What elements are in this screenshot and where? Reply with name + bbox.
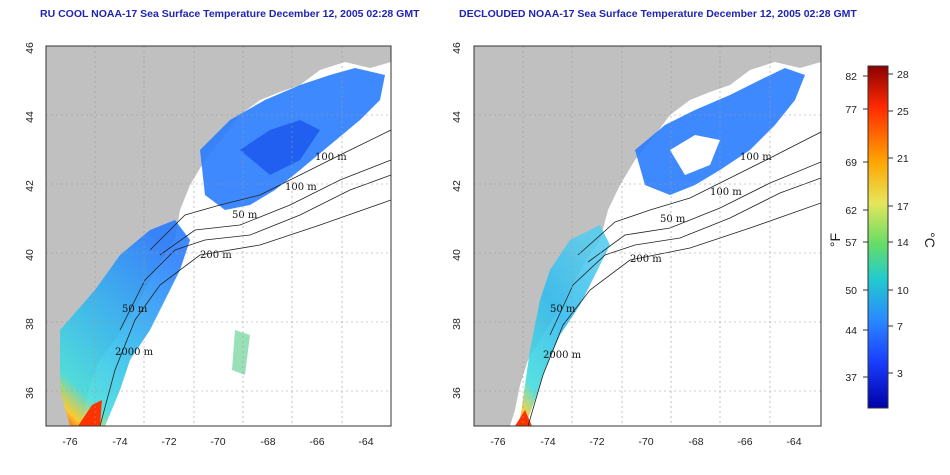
map-title-raw: RU COOL NOAA-17 Sea Surface Temperature … [40,8,420,20]
x-tick-label: -72 [161,436,176,448]
fahrenheit-tick: 44 [845,325,857,337]
y-tick-label: 40 [451,249,463,261]
contour-label: 50 m [550,304,576,315]
x-tick-label: -74 [112,436,127,448]
celsius-tick: 17 [897,201,909,213]
x-tick-label: -66 [737,436,752,448]
contour-label: 100 m [710,187,742,198]
shelf-water [60,220,190,426]
celsius-tick: 14 [897,237,909,249]
x-tick-label: -74 [540,436,555,448]
contour-label: 2000 m [115,347,154,358]
y-tick-label: 40 [24,249,36,261]
y-tick-label: 44 [24,111,36,123]
x-tick-label: -64 [358,436,373,448]
contour-label: 200 m [200,250,232,261]
x-tick-label: -76 [62,436,77,448]
temperature-colorbar: 82 77 69 62 57 50 44 37 28 25 21 17 14 1… [830,65,938,409]
contour-label: 200 m [630,254,662,265]
contour-label: 100 m [285,182,317,193]
contour-label: 50 m [122,304,148,315]
sst-map-declouded: 100 m 100 m 50 m 200 m 50 m 2000 m -76 -… [451,42,822,448]
contour-label: 2000 m [543,350,582,361]
colorbar-gradient [867,65,889,409]
y-tick-label: 46 [451,42,463,54]
x-tick-label: -66 [309,436,324,448]
celsius-unit: °C [922,232,938,248]
x-tick-label: -70 [638,436,653,448]
fahrenheit-tick: 57 [845,237,857,249]
x-tick-label: -68 [688,436,703,448]
y-tick-label: 36 [451,387,463,399]
fahrenheit-tick: 37 [845,372,857,384]
contour-label: 100 m [315,152,347,163]
y-tick-label: 46 [24,42,36,54]
fahrenheit-tick: 62 [845,205,857,217]
x-tick-label: -68 [260,436,275,448]
y-tick-label: 38 [451,318,463,330]
map-title-declouded: DECLOUDED NOAA-17 Sea Surface Temperatur… [459,8,857,20]
contour-label: 100 m [740,152,772,163]
fahrenheit-tick: 50 [845,285,857,297]
celsius-tick: 3 [897,368,903,380]
contour-label: 50 m [660,214,686,225]
fahrenheit-tick: 69 [845,157,857,169]
fahrenheit-unit: °F [830,233,843,247]
y-tick-label: 42 [24,180,36,192]
celsius-tick: 25 [897,106,909,118]
fahrenheit-tick: 77 [845,104,857,116]
celsius-tick: 21 [897,153,909,165]
x-tick-label: -72 [589,436,604,448]
fahrenheit-tick: 82 [845,71,857,83]
y-tick-label: 42 [451,180,463,192]
land-mass [46,46,391,426]
sst-map-raw: 100 m 100 m 50 m 200 m 50 m 2000 m -76 -… [24,42,392,448]
contour-label: 50 m [232,210,258,221]
y-tick-label: 38 [24,318,36,330]
x-tick-label: -76 [490,436,505,448]
celsius-tick: 7 [897,321,903,333]
celsius-tick: 28 [897,69,909,81]
y-tick-label: 36 [24,387,36,399]
y-tick-label: 44 [451,111,463,123]
celsius-tick: 10 [897,285,909,297]
x-tick-label: -70 [210,436,225,448]
land-mass [474,46,821,426]
x-tick-label: -64 [786,436,801,448]
